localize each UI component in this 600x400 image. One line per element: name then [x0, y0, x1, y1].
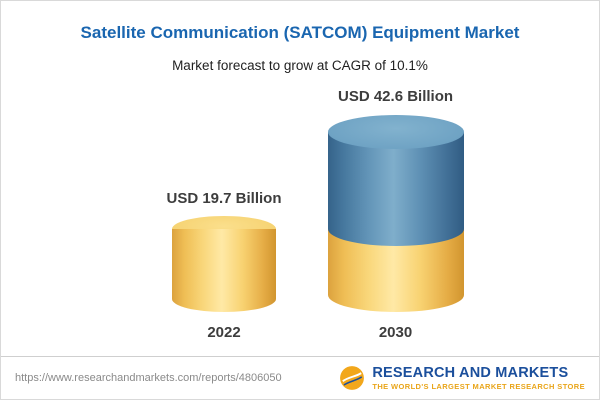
bar-group-2030: USD 42.6 Billion 2030 [327, 88, 464, 341]
globe-logo-icon [340, 366, 365, 390]
bar-group-2022: USD 19.7 Billion 2022 [166, 190, 281, 341]
bar-2022-body [172, 228, 276, 312]
axis-label-2030: 2030 [378, 324, 413, 341]
footer: https://www.researchandmarkets.com/repor… [1, 356, 599, 399]
bar-2022 [172, 215, 276, 312]
chart-subtitle: Market forecast to grow at CAGR of 10.1% [172, 58, 428, 73]
bar-2030-cap [327, 115, 464, 149]
axis-label-2022: 2022 [207, 324, 241, 341]
report-url-link[interactable]: https://www.researchandmarkets.com/repor… [15, 372, 282, 384]
research-and-markets-logo: RESEARCH AND MARKETS THE WORLD'S LARGEST… [339, 365, 585, 391]
brand-tagline: THE WORLD'S LARGEST MARKET RESEARCH STOR… [372, 382, 585, 391]
bar-2030-growth-segment [327, 115, 464, 246]
bar-chart: USD 19.7 Billion 2022 USD 42.6 Billion 2… [1, 88, 599, 341]
chart-title: Satellite Communication (SATCOM) Equipme… [80, 23, 520, 42]
bar-2030 [327, 115, 464, 312]
value-label-2022: USD 19.7 Billion [166, 189, 282, 207]
value-label-2030: USD 42.6 Billion [338, 88, 454, 105]
brand-name: RESEARCH AND MARKETS [372, 364, 569, 381]
logo-text: RESEARCH AND MARKETS THE WORLD'S LARGEST… [372, 364, 585, 391]
